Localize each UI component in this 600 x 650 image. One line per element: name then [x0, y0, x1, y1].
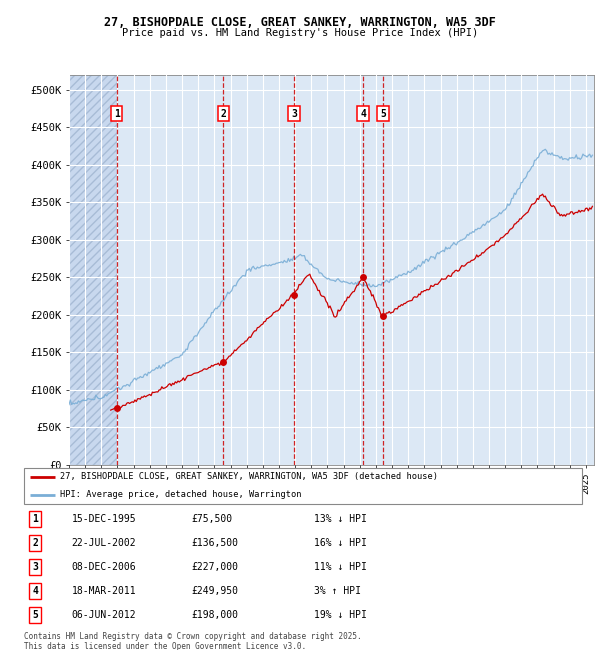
Text: 16% ↓ HPI: 16% ↓ HPI — [314, 538, 367, 548]
Text: Price paid vs. HM Land Registry's House Price Index (HPI): Price paid vs. HM Land Registry's House … — [122, 28, 478, 38]
Text: 27, BISHOPDALE CLOSE, GREAT SANKEY, WARRINGTON, WA5 3DF: 27, BISHOPDALE CLOSE, GREAT SANKEY, WARR… — [104, 16, 496, 29]
Text: 4: 4 — [32, 586, 38, 596]
Text: 1: 1 — [114, 109, 120, 119]
Text: 2: 2 — [32, 538, 38, 548]
Text: £249,950: £249,950 — [191, 586, 238, 596]
Text: 5: 5 — [380, 109, 386, 119]
Text: 5: 5 — [32, 610, 38, 620]
Text: HPI: Average price, detached house, Warrington: HPI: Average price, detached house, Warr… — [60, 490, 302, 499]
Text: Contains HM Land Registry data © Crown copyright and database right 2025.
This d: Contains HM Land Registry data © Crown c… — [24, 632, 362, 650]
Text: 27, BISHOPDALE CLOSE, GREAT SANKEY, WARRINGTON, WA5 3DF (detached house): 27, BISHOPDALE CLOSE, GREAT SANKEY, WARR… — [60, 473, 438, 482]
Text: 08-DEC-2006: 08-DEC-2006 — [71, 562, 136, 572]
Text: £198,000: £198,000 — [191, 610, 238, 620]
Text: £136,500: £136,500 — [191, 538, 238, 548]
Text: 3: 3 — [291, 109, 297, 119]
Text: 18-MAR-2011: 18-MAR-2011 — [71, 586, 136, 596]
Text: 3% ↑ HPI: 3% ↑ HPI — [314, 586, 361, 596]
Text: 19% ↓ HPI: 19% ↓ HPI — [314, 610, 367, 620]
Bar — [69, 75, 117, 465]
Text: 1: 1 — [32, 514, 38, 524]
FancyBboxPatch shape — [24, 468, 582, 504]
Text: 11% ↓ HPI: 11% ↓ HPI — [314, 562, 367, 572]
Text: 06-JUN-2012: 06-JUN-2012 — [71, 610, 136, 620]
Bar — [69, 75, 117, 465]
Text: 2: 2 — [220, 109, 226, 119]
Text: 4: 4 — [360, 109, 366, 119]
Text: £227,000: £227,000 — [191, 562, 238, 572]
Text: 15-DEC-1995: 15-DEC-1995 — [71, 514, 136, 524]
Text: 3: 3 — [32, 562, 38, 572]
Text: £75,500: £75,500 — [191, 514, 233, 524]
Text: 13% ↓ HPI: 13% ↓ HPI — [314, 514, 367, 524]
Text: 22-JUL-2002: 22-JUL-2002 — [71, 538, 136, 548]
